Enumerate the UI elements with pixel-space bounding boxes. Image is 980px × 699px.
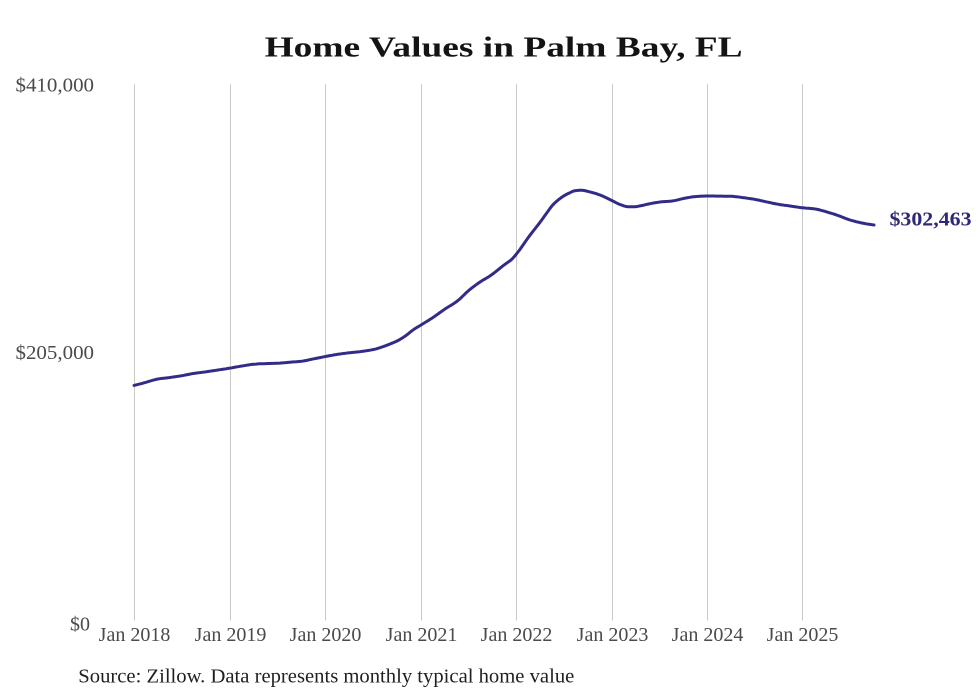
svg-text:Jan 2022: Jan 2022	[481, 624, 553, 646]
svg-text:Jan 2021: Jan 2021	[386, 624, 458, 646]
svg-text:Jan 2025: Jan 2025	[767, 624, 839, 646]
svg-text:$302,463: $302,463	[890, 209, 972, 231]
svg-text:Jan 2019: Jan 2019	[195, 624, 267, 646]
svg-text:Source: Zillow. Data represent: Source: Zillow. Data represents monthly …	[78, 666, 574, 688]
svg-text:$410,000: $410,000	[16, 75, 95, 97]
svg-text:$0: $0	[70, 614, 90, 636]
svg-text:Jan 2023: Jan 2023	[577, 624, 649, 646]
svg-text:Jan 2020: Jan 2020	[290, 624, 362, 646]
svg-text:Jan 2024: Jan 2024	[672, 624, 744, 646]
svg-text:Jan 2018: Jan 2018	[99, 624, 171, 646]
svg-text:$205,000: $205,000	[16, 342, 95, 364]
svg-text:Home Values in Palm Bay, FL: Home Values in Palm Bay, FL	[265, 33, 743, 64]
